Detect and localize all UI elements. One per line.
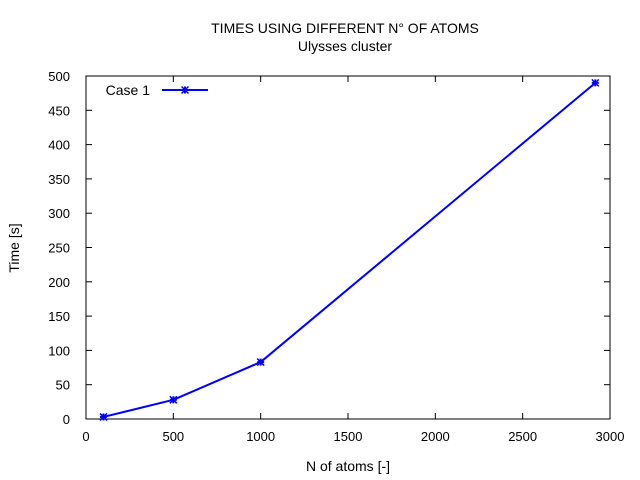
x-tick-label: 3000 [596, 429, 625, 444]
y-tick-label: 350 [48, 172, 70, 187]
legend-marker-case-1 [180, 85, 190, 95]
y-tick-label: 50 [56, 378, 70, 393]
x-tick-label: 1000 [246, 429, 275, 444]
y-tick-label: 0 [63, 412, 70, 427]
y-tick-label: 400 [48, 138, 70, 153]
data-point [591, 78, 600, 87]
x-tick-label: 1500 [334, 429, 363, 444]
y-tick-label: 200 [48, 275, 70, 290]
y-tick-label: 150 [48, 309, 70, 324]
y-tick-label: 500 [48, 69, 70, 84]
y-axis: 0 50 100 150 200 250 300 350 400 450 500 [48, 69, 610, 427]
legend-label-case-1: Case 1 [106, 82, 151, 98]
x-axis: 0 500 1000 1500 2000 2500 3000 [82, 76, 624, 444]
x-tick-label: 0 [82, 429, 89, 444]
x-axis-label: N of atoms [-] [306, 458, 390, 474]
chart-title: TIMES USING DIFFERENT N° OF ATOMS [211, 20, 479, 36]
legend: Case 1 [106, 82, 208, 98]
chart-subtitle: Ulysses cluster [298, 38, 392, 54]
data-point [169, 395, 178, 404]
series-layer [99, 78, 600, 421]
plot-frame [85, 75, 611, 420]
y-tick-label: 450 [48, 103, 70, 118]
data-point [256, 358, 265, 367]
data-point [99, 412, 108, 421]
x-tick-label: 2000 [421, 429, 450, 444]
y-tick-label: 300 [48, 206, 70, 221]
y-tick-label: 100 [48, 343, 70, 358]
x-tick-label: 500 [162, 429, 184, 444]
x-tick-label: 2500 [508, 429, 537, 444]
y-axis-label: Time [s] [6, 223, 22, 272]
legend-marker-star [180, 85, 190, 95]
y-tick-label: 250 [48, 241, 70, 256]
series-line-0 [103, 82, 596, 418]
